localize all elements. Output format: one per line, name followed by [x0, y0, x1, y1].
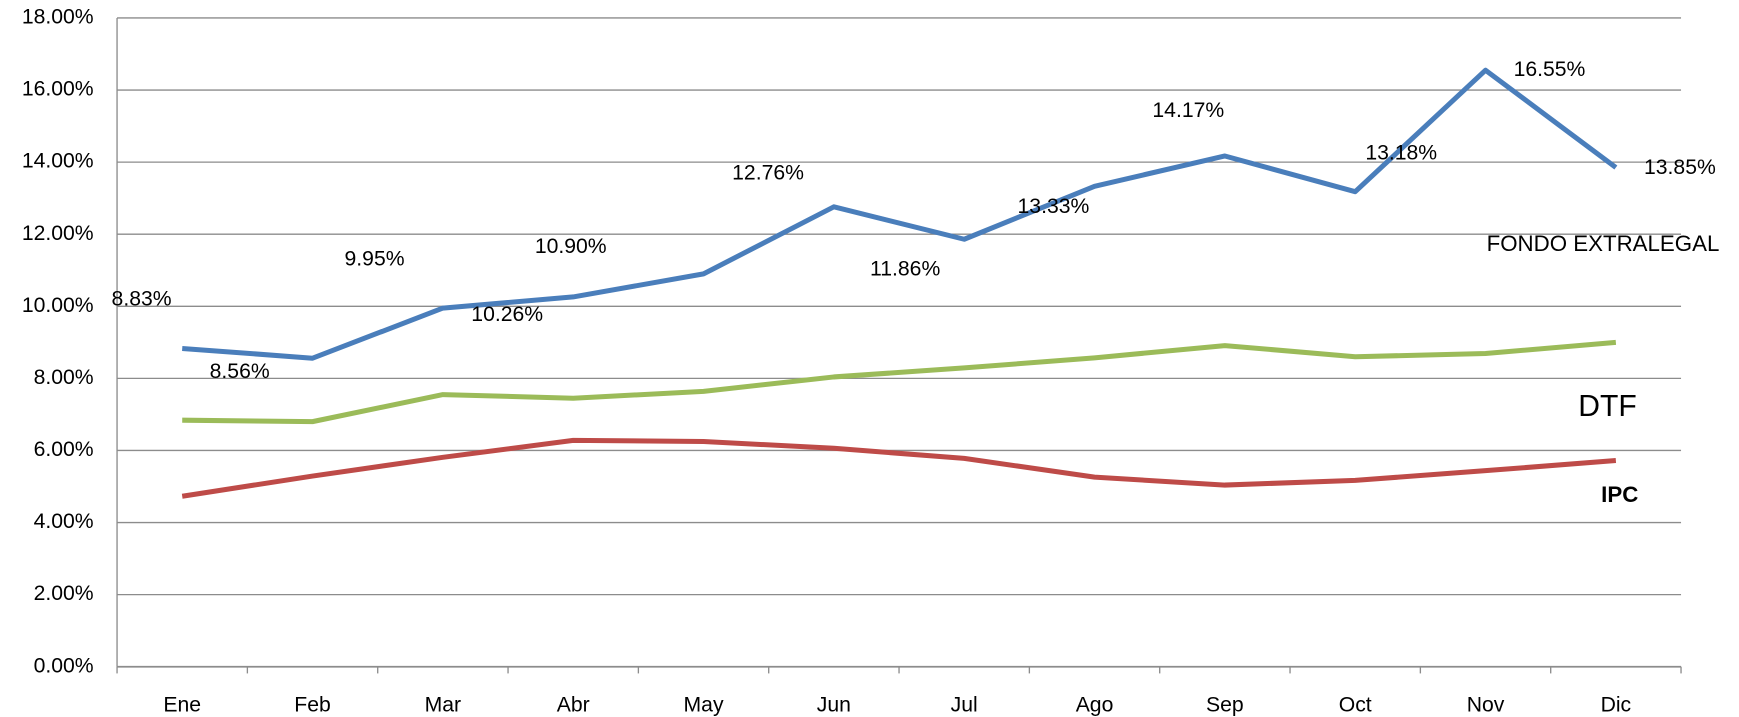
data-label: 14.17%	[1152, 99, 1224, 122]
y-tick-label: 0.00%	[34, 654, 94, 677]
data-label: 11.86%	[870, 257, 940, 280]
y-tick-label: 16.00%	[22, 78, 94, 101]
data-label: 13.85%	[1644, 156, 1716, 179]
x-tick-label: Ene	[163, 693, 201, 716]
y-tick-label: 8.00%	[34, 366, 94, 389]
x-tick-label: Oct	[1339, 693, 1372, 716]
x-tick-label: Jun	[817, 693, 851, 716]
data-label: 12.76%	[732, 162, 804, 185]
y-tick-label: 12.00%	[22, 222, 94, 245]
x-tick-label: Jul	[951, 693, 978, 716]
series-line	[181, 437, 1617, 499]
data-label: 10.26%	[471, 303, 543, 326]
y-tick-label: 14.00%	[22, 150, 94, 173]
series-line	[182, 339, 1617, 425]
data-label: 16.55%	[1514, 58, 1586, 81]
data-label: 13.33%	[1018, 195, 1090, 218]
data-label: 13.18%	[1365, 142, 1437, 165]
y-tick-label: 10.00%	[22, 294, 94, 317]
x-tick-label: Mar	[425, 693, 461, 716]
data-label: 8.56%	[210, 360, 270, 383]
series-line	[182, 67, 1618, 361]
y-tick-label: 6.00%	[34, 438, 94, 461]
y-tick-label: 4.00%	[34, 510, 94, 533]
series-label: DTF	[1578, 390, 1636, 423]
data-label: 10.90%	[535, 235, 607, 258]
data-label: 9.95%	[345, 247, 405, 270]
x-tick-label: Nov	[1467, 693, 1505, 716]
x-tick-label: Ago	[1076, 693, 1114, 716]
x-tick-label: Abr	[557, 693, 590, 716]
x-tick-label: Sep	[1206, 693, 1244, 716]
x-tick-label: Feb	[294, 693, 330, 716]
y-tick-label: 2.00%	[34, 582, 94, 605]
series-label: IPC	[1601, 482, 1638, 507]
x-tick-label: Dic	[1601, 693, 1632, 716]
series-label: FONDO EXTRALEGAL	[1487, 231, 1720, 256]
x-tick-label: May	[684, 693, 724, 716]
y-tick-label: 18.00%	[22, 6, 94, 29]
data-label: 8.83%	[112, 288, 172, 311]
